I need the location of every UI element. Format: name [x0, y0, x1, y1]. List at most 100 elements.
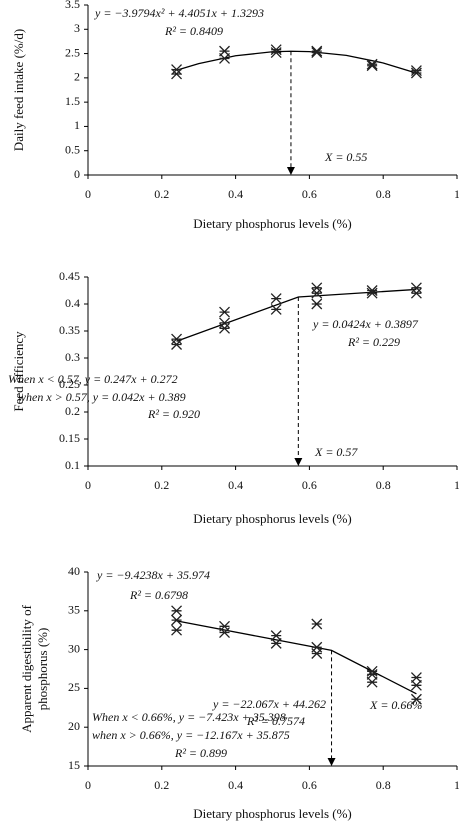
data-point — [366, 58, 378, 70]
fit-line — [176, 50, 417, 74]
data-point — [219, 306, 230, 318]
y-tick-label: 40 — [68, 564, 80, 578]
data-point — [219, 620, 230, 632]
annotation: y = −3.9794x² + 4.4051x + 1.3293 — [94, 6, 264, 20]
y-tick-label: 30 — [68, 641, 80, 655]
y-tick-label: 0.35 — [59, 323, 80, 337]
fit-line — [176, 620, 417, 695]
data-point — [171, 624, 183, 636]
annotation: R² = 0.8409 — [164, 24, 223, 38]
data-point — [219, 317, 230, 329]
fit-line — [176, 288, 417, 342]
data-point — [311, 45, 323, 57]
data-point — [366, 676, 378, 688]
x-tick-label: 0.8 — [376, 187, 391, 201]
x-axis-title: Dietary phosphorus levels (%) — [193, 511, 352, 526]
y-tick-label: 0.15 — [59, 431, 80, 445]
y-tick-label: 0.1 — [65, 458, 80, 472]
annotation: R² = 0.229 — [347, 335, 400, 349]
x-tick-label: 0.4 — [228, 478, 243, 492]
x-tick-label: 0 — [85, 478, 91, 492]
data-point — [311, 47, 323, 59]
data-point — [410, 65, 422, 77]
y-tick-label: 0.45 — [59, 269, 80, 283]
x-tick-label: 0.8 — [376, 778, 391, 792]
data-point — [410, 287, 422, 299]
arrow-head — [327, 758, 336, 766]
data-point — [270, 44, 282, 56]
annotation: R² = 0.7574 — [246, 714, 305, 728]
y-axis-title: phosphorus (%) — [35, 628, 50, 711]
y-tick-label: 1 — [74, 118, 80, 132]
data-point — [366, 60, 378, 72]
data-point — [410, 67, 422, 79]
data-point — [171, 339, 183, 350]
data-point — [366, 285, 378, 296]
x-tick-label: 1 — [454, 478, 459, 492]
x-tick-label: 0 — [85, 187, 91, 201]
x-axis-title: Dietary phosphorus levels (%) — [193, 806, 352, 821]
data-point — [171, 68, 183, 80]
y-tick-label: 2.5 — [65, 45, 80, 59]
data-point — [171, 64, 183, 76]
data-point — [410, 679, 422, 691]
y-tick-label: 15 — [68, 758, 80, 772]
data-point — [410, 693, 422, 705]
x-tick-label: 0.2 — [154, 778, 169, 792]
annotation: when x > 0.66%, y = −12.167x + 35.875 — [92, 728, 290, 742]
data-point — [311, 618, 323, 630]
y-tick-label: 3 — [74, 21, 80, 35]
annotation: y = 0.0424x + 0.3897 — [312, 317, 419, 331]
y-axis-title: Feed efficiency — [11, 331, 26, 412]
data-point — [311, 298, 323, 310]
y-tick-label: 35 — [68, 603, 80, 617]
x-tick-label: 1 — [454, 187, 459, 201]
data-point — [311, 641, 323, 653]
y-tick-label: 0.4 — [65, 296, 80, 310]
annotation: X = 0.66% — [369, 698, 422, 712]
x-tick-label: 0.2 — [154, 187, 169, 201]
annotation: R² = 0.920 — [147, 407, 200, 421]
arrow-head — [286, 167, 295, 175]
data-point — [171, 614, 183, 626]
x-tick-label: 1 — [454, 778, 459, 792]
annotation: y = −9.4238x + 35.974 — [96, 568, 210, 582]
y-axis-title: Apparent digestibility of — [19, 604, 34, 732]
annotation: When x < 0.57, y = 0.247x + 0.272 — [8, 372, 178, 386]
annotation: X = 0.57 — [314, 445, 358, 459]
y-axis-title: Daily feed intake (%/d) — [11, 29, 26, 151]
y-tick-label: 25 — [68, 680, 80, 694]
y-tick-label: 0.25 — [59, 377, 80, 391]
y-tick-label: 0.5 — [65, 142, 80, 156]
x-tick-label: 0.4 — [228, 778, 243, 792]
x-tick-label: 0.6 — [302, 778, 317, 792]
x-axis-title: Dietary phosphorus levels (%) — [193, 216, 352, 231]
data-point — [366, 665, 378, 677]
data-point — [410, 672, 422, 683]
data-point — [410, 282, 422, 294]
data-point — [270, 630, 282, 642]
y-tick-label: 1.5 — [65, 94, 80, 108]
data-point — [171, 605, 183, 617]
data-point — [219, 322, 230, 334]
x-tick-label: 0.2 — [154, 478, 169, 492]
data-point — [311, 282, 323, 294]
annotation: y = −22.067x + 44.262 — [212, 697, 326, 711]
annotation: R² = 0.899 — [174, 746, 227, 760]
data-point — [270, 293, 282, 305]
data-point — [311, 287, 323, 299]
y-tick-label: 20 — [68, 719, 80, 733]
y-tick-label: 0.3 — [65, 350, 80, 364]
y-tick-label: 0.2 — [65, 404, 80, 418]
x-tick-label: 0.6 — [302, 478, 317, 492]
annotation: X = 0.55 — [324, 150, 367, 164]
annotation: When x < 0.66%, y = −7.423x + 35.398 — [92, 710, 286, 724]
x-tick-label: 0 — [85, 778, 91, 792]
data-point — [270, 303, 282, 315]
y-tick-label: 3.5 — [65, 0, 80, 11]
x-tick-label: 0.6 — [302, 187, 317, 201]
y-tick-label: 0 — [74, 167, 80, 181]
data-point — [171, 333, 183, 345]
annotation: when x > 0.57, y = 0.042x + 0.389 — [18, 390, 186, 404]
